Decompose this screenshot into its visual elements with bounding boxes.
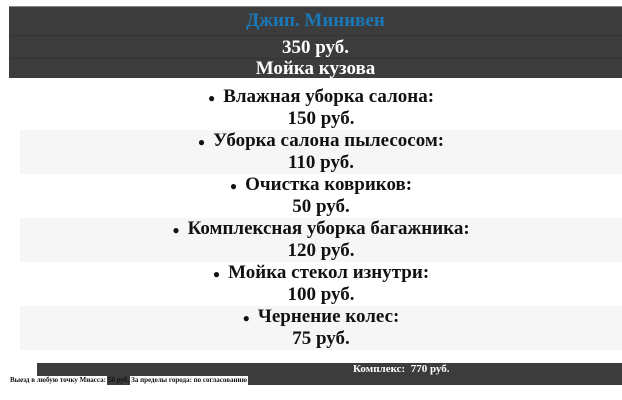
- item-price: 150 руб.: [287, 108, 355, 129]
- item-name: Влажная уборка салона:: [223, 86, 435, 107]
- visit-price: 50 руб.: [106, 376, 131, 385]
- list-item: ● Мойка стекол изнутри: 100 руб.: [20, 262, 622, 306]
- item-price: 120 руб.: [287, 240, 355, 261]
- list-item: ● Комплексная уборка багажника: 120 руб.: [20, 218, 622, 262]
- service-subtitle: Мойка кузова: [255, 58, 376, 79]
- total-price: Комплекс: 770 руб.: [353, 363, 450, 375]
- item-name: Комплексная уборка багажника:: [187, 218, 470, 239]
- item-price: 50 руб.: [292, 196, 350, 217]
- footer-bar: Выезд в любую точку Миасса: 50 руб. За пре…: [9, 376, 622, 385]
- item-price: 110 руб.: [287, 152, 355, 173]
- visit-label: Выезд в любую точку Миасса:: [9, 376, 107, 385]
- base-price: 350 руб.: [9, 36, 622, 59]
- item-price: 100 руб.: [287, 284, 355, 305]
- item-name: Уборка салона пылесосом:: [213, 130, 445, 151]
- bullet-icon: ●: [212, 266, 221, 281]
- item-name: Очистка ковриков:: [245, 174, 413, 195]
- services-list: ● Влажная уборка салона: 150 руб. ● Уборка …: [20, 86, 622, 350]
- list-item: ● Влажная уборка салона: 150 руб.: [20, 86, 622, 130]
- outside-city-label: За пределы города: по согласованию: [130, 376, 248, 385]
- total-bar: Комплекс: 770 руб.: [37, 363, 622, 376]
- vehicle-title: Джип. Минивен: [9, 7, 622, 36]
- list-item: ● Уборка салона пылесосом: 110 руб.: [20, 130, 622, 174]
- list-item: ● Очистка ковриков: 50 руб.: [20, 174, 622, 218]
- bullet-icon: ●: [207, 90, 216, 105]
- service-header: Джип. Минивен 350 руб. Мойка кузова: [9, 6, 622, 79]
- bullet-icon: ●: [197, 134, 206, 149]
- list-item: ● Чернение колес: 75 руб.: [20, 306, 622, 350]
- item-name: Чернение колес:: [257, 306, 400, 327]
- bullet-icon: ●: [242, 310, 250, 325]
- item-name: Мойка стекол изнутри:: [228, 262, 430, 283]
- item-price: 75 руб.: [292, 328, 350, 349]
- bullet-icon: ●: [172, 222, 180, 237]
- bullet-icon: ●: [229, 178, 238, 193]
